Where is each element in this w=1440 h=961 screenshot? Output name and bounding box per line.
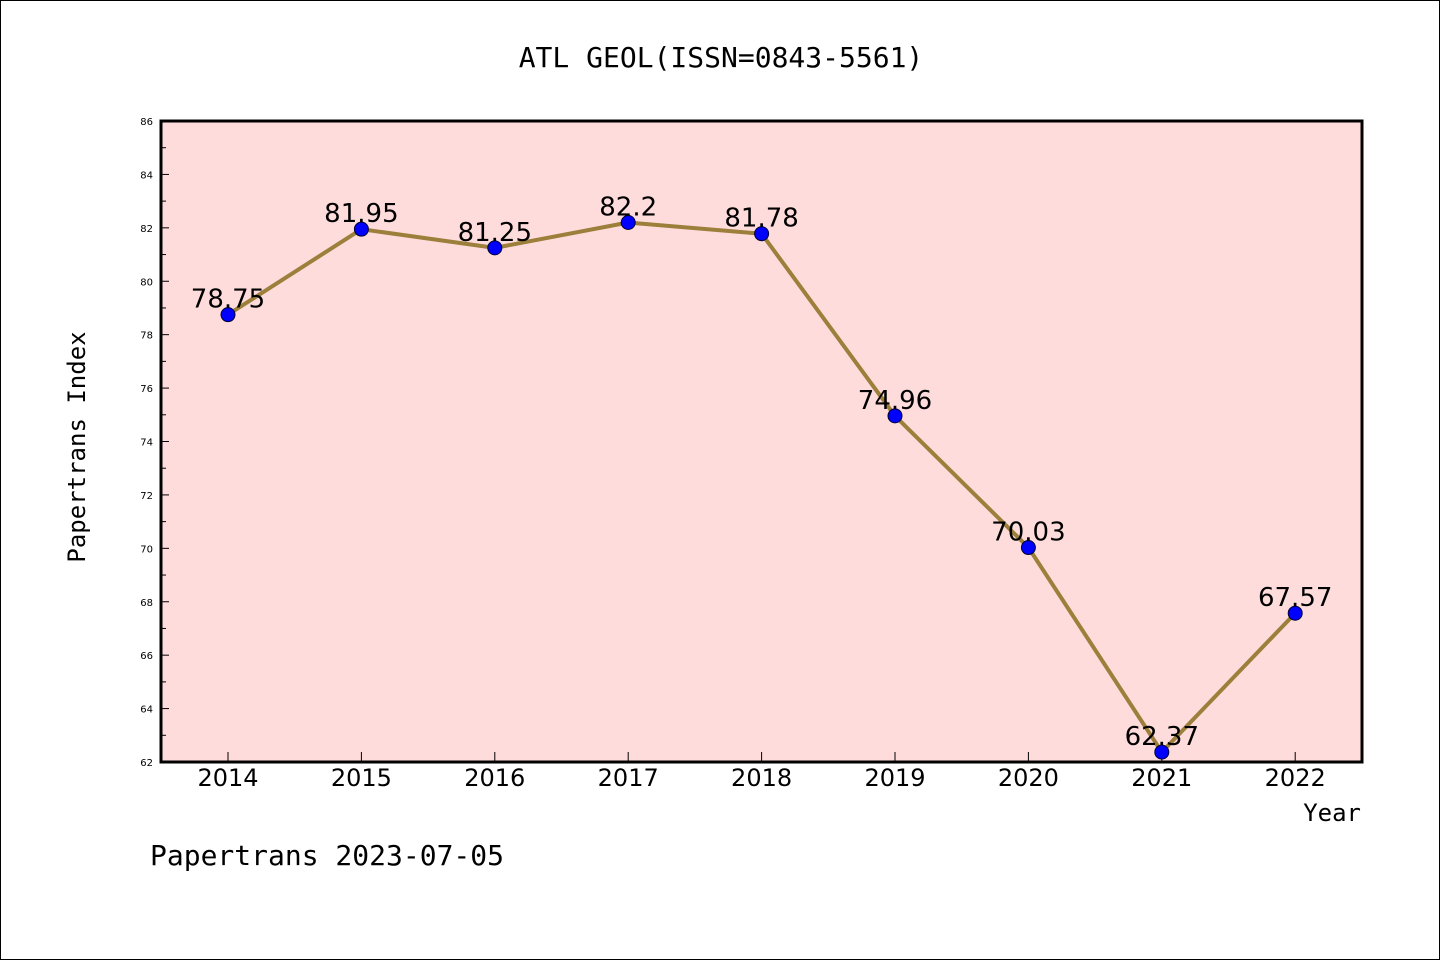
data-point <box>487 240 503 256</box>
x-tick-label: 2015 <box>331 764 392 792</box>
data-label: 78.75 <box>191 285 265 315</box>
chart-title: ATL GEOL(ISSN=0843-5561) <box>519 41 924 74</box>
x-axis-label: Year <box>1303 799 1361 827</box>
y-tick-label: 72 <box>140 491 153 502</box>
y-tick-label: 76 <box>140 384 153 395</box>
data-label: 81.78 <box>724 204 798 234</box>
y-tick-label: 64 <box>140 705 153 716</box>
data-point <box>1154 744 1170 760</box>
y-tick-label: 66 <box>140 651 153 662</box>
y-tick-label: 68 <box>140 598 153 609</box>
footer-credit: Papertrans 2023-07-05 <box>150 839 504 872</box>
x-tick-label: 2017 <box>598 764 659 792</box>
data-point <box>1020 540 1036 556</box>
data-point <box>754 226 770 242</box>
y-tick-label: 84 <box>140 170 153 181</box>
x-tick-label: 2021 <box>1131 764 1192 792</box>
x-tick-label: 2022 <box>1265 764 1326 792</box>
plot-frame <box>159 119 1364 764</box>
data-point <box>220 307 236 323</box>
x-tick-label: 2018 <box>731 764 792 792</box>
x-tick-label: 2014 <box>197 764 258 792</box>
data-point <box>353 221 369 237</box>
data-label: 62.37 <box>1125 722 1199 752</box>
data-label: 81.25 <box>458 218 532 248</box>
y-tick-label: 70 <box>140 544 153 555</box>
series-line-group <box>220 214 1303 760</box>
data-label: 82.2 <box>599 192 657 222</box>
x-tick-label: 2016 <box>464 764 525 792</box>
y-tick-label: 62 <box>140 758 153 769</box>
data-label: 67.57 <box>1258 583 1332 613</box>
data-labels: 78.75 81.95 81.25 82.2 81.78 74.96 70.03 62.37 6… <box>191 192 1333 752</box>
data-label: 70.03 <box>991 518 1065 548</box>
y-tick-label: 82 <box>140 224 153 235</box>
x-axis: 2014 2015 2016 2017 2018 2019 2020 2021 2022 <box>197 752 1326 792</box>
data-point <box>887 408 903 424</box>
y-tick-label: 78 <box>140 331 153 342</box>
data-point <box>1287 605 1303 621</box>
x-tick-label: 2020 <box>998 764 1059 792</box>
x-tick-label: 2019 <box>864 764 925 792</box>
data-point <box>620 214 636 230</box>
y-tick-label: 80 <box>140 277 153 288</box>
y-tick-label: 74 <box>140 438 153 449</box>
y-tick-label: 86 <box>140 117 153 128</box>
y-axis-label: Papertrans Index <box>63 331 91 562</box>
data-label: 74.96 <box>858 386 932 416</box>
data-label: 81.95 <box>324 199 398 229</box>
